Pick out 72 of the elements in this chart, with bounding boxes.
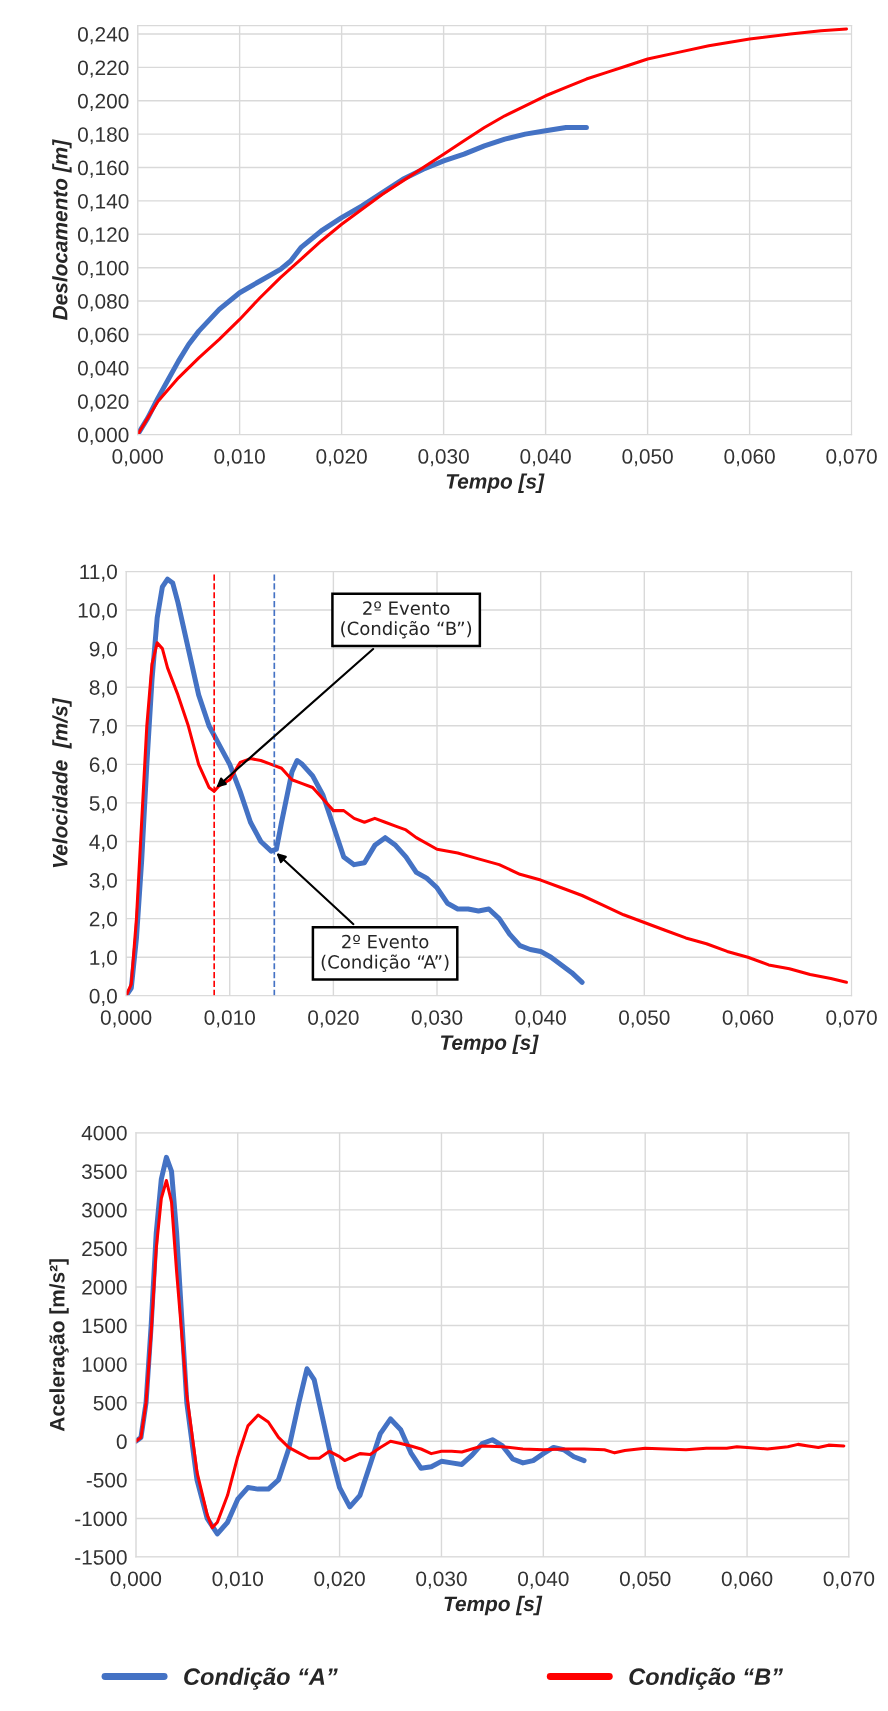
- y-tick-label: 0,060: [77, 327, 129, 345]
- x-tick-label: 0,050: [619, 1010, 670, 1028]
- x-tick-label: 0,050: [619, 1571, 671, 1589]
- y-tick-label: 0,180: [77, 127, 129, 145]
- y-tick-label: 8,0: [89, 680, 117, 698]
- y-tick-label: 500: [93, 1395, 127, 1411]
- y-axis-title: Deslocamento [m]: [52, 139, 72, 321]
- y-tick-label: 2500: [82, 1241, 127, 1257]
- x-axis-title: Tempo [s]: [440, 1034, 539, 1055]
- y-tick-label: -1500: [75, 1550, 127, 1565]
- y-tick-label: 0,220: [77, 60, 129, 78]
- line-series: [135, 1178, 846, 1530]
- line-series: [137, 27, 849, 435]
- annotation: 2º Evento (Condição “A”): [321, 934, 449, 972]
- y-tick-label: 9,0: [89, 641, 117, 659]
- y-tick-label: 0,140: [77, 193, 129, 212]
- x-tick-label: 0,000: [110, 1571, 162, 1589]
- y-tick-label: 0,020: [77, 394, 129, 412]
- x-tick-label: 0,010: [204, 1010, 255, 1028]
- x-tick-label: 0,030: [418, 449, 469, 467]
- x-tick-label: 0,070: [823, 1571, 875, 1589]
- y-axis-title: Aceleração [m/s²]: [49, 1259, 69, 1432]
- y-tick-label: -1000: [75, 1511, 127, 1527]
- x-tick-label: 0,010: [214, 449, 265, 467]
- y-tick-label: 0,0: [89, 988, 117, 1007]
- y-axis-title: Velocidade [m/s]: [52, 697, 72, 868]
- x-tick-label: 0,020: [316, 449, 367, 467]
- x-tick-label: 0,070: [826, 1010, 877, 1028]
- legend-label: Condição “A”: [184, 1667, 338, 1690]
- y-tick-label: 7,0: [89, 718, 117, 736]
- x-tick-label: 0,020: [308, 1010, 359, 1028]
- x-tick-label: 0,040: [518, 1571, 569, 1589]
- y-tick-label: 0,240: [77, 27, 129, 45]
- y-tick-label: 10,0: [78, 603, 117, 621]
- y-tick-label: 0,160: [77, 160, 129, 178]
- y-tick-label: 3,0: [89, 873, 117, 891]
- y-tick-label: 0,120: [77, 227, 129, 245]
- y-tick-label: 0,040: [77, 360, 129, 379]
- y-tick-label: 3500: [81, 1164, 127, 1180]
- y-tick-label: 1000: [82, 1357, 127, 1372]
- x-tick-label: 0,060: [724, 449, 775, 467]
- x-tick-label: 0,070: [826, 449, 877, 467]
- y-tick-label: 0,100: [77, 260, 129, 278]
- y-tick-label: 0: [116, 1434, 127, 1450]
- y-tick-label: 0,200: [77, 93, 129, 111]
- x-tick-label: 0,030: [411, 1010, 463, 1028]
- x-tick-label: 0,040: [515, 1010, 566, 1028]
- y-tick-label: 6,0: [89, 757, 117, 775]
- x-tick-label: 0,030: [416, 1571, 467, 1589]
- y-tick-label: 0,000: [77, 427, 129, 445]
- x-tick-label: 0,060: [721, 1571, 773, 1589]
- y-tick-label: 1500: [82, 1318, 127, 1334]
- x-tick-label: 0,060: [722, 1010, 774, 1028]
- y-tick-label: 3000: [81, 1202, 127, 1218]
- legend-label: Condição “B”: [629, 1667, 783, 1690]
- x-axis-title: Tempo [s]: [446, 473, 545, 493]
- x-tick-label: 0,040: [520, 449, 571, 467]
- y-tick-label: 5,0: [89, 795, 117, 814]
- y-tick-label: 4,0: [89, 834, 117, 852]
- y-tick-label: 2000: [82, 1279, 127, 1295]
- annotation: 2º Evento (Condição “B”): [341, 601, 472, 639]
- y-tick-label: 4000: [81, 1125, 127, 1141]
- x-tick-label: 0,010: [212, 1571, 263, 1589]
- x-tick-label: 0,050: [622, 449, 673, 467]
- x-axis-title: Tempo [s]: [444, 1595, 543, 1616]
- y-tick-label: 0,080: [77, 294, 129, 312]
- y-tick-label: 1,0: [90, 950, 117, 968]
- y-tick-label: 11,0: [80, 564, 117, 582]
- y-tick-label: -500: [86, 1472, 127, 1488]
- y-tick-label: 2,0: [89, 911, 117, 929]
- x-tick-label: 0,000: [112, 449, 163, 467]
- x-tick-label: 0,020: [314, 1571, 365, 1589]
